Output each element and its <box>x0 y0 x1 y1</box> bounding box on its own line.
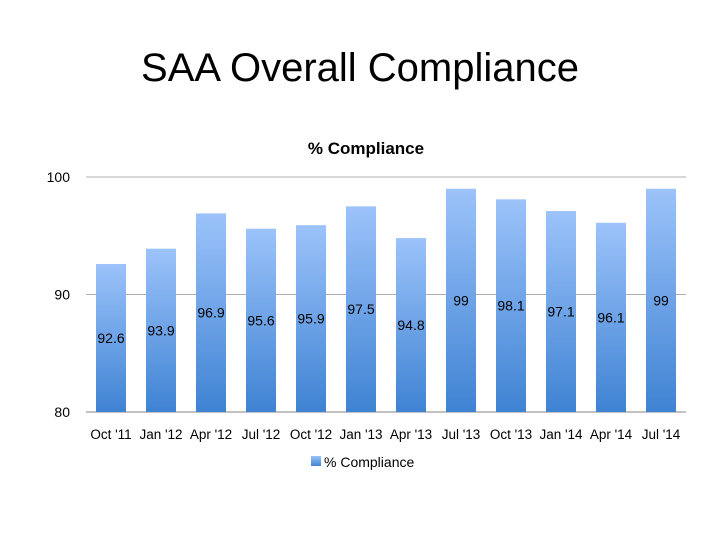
data-label: 96.9 <box>197 305 224 321</box>
slide-title: SAA Overall Compliance <box>141 46 579 90</box>
legend-label: % Compliance <box>324 454 414 470</box>
data-label: 99 <box>653 292 669 308</box>
x-tick-label: Jul '12 <box>242 427 281 442</box>
x-tick-label: Jan '13 <box>339 427 382 442</box>
x-tick-label: Apr '13 <box>390 427 432 442</box>
data-label: 97.5 <box>347 301 374 317</box>
bar <box>446 188 476 412</box>
data-label: 95.9 <box>297 311 324 327</box>
x-tick-label: Jan '14 <box>539 427 583 442</box>
bar <box>646 188 676 412</box>
x-tick-label: Oct '13 <box>490 427 532 442</box>
x-axis: Oct '11 Jan '12 Apr '12 Jul '12 Oct '12 Jan '… <box>90 427 680 442</box>
bar <box>296 225 326 412</box>
data-label: 92.6 <box>97 330 124 346</box>
data-label: 93.9 <box>147 322 174 338</box>
x-tick-label: Oct '11 <box>90 427 131 442</box>
x-tick-label: Apr '12 <box>190 427 232 442</box>
data-label: 99 <box>453 292 469 308</box>
bar <box>96 263 126 412</box>
x-tick-label: Jul '13 <box>442 427 481 442</box>
bar <box>346 206 376 412</box>
x-tick-label: Jul '14 <box>642 427 681 442</box>
legend: % Compliance <box>311 454 414 470</box>
gridlines <box>86 176 686 413</box>
bar <box>146 248 176 412</box>
chart-title: % Compliance <box>308 139 424 158</box>
x-tick-label: Oct '12 <box>290 427 332 442</box>
bar <box>596 222 626 412</box>
data-label: 98.1 <box>497 298 524 314</box>
bar <box>546 211 576 412</box>
bar <box>496 199 526 412</box>
x-tick-label: Jan '12 <box>139 427 182 442</box>
bars: 92.6 93.9 96.9 95.6 95.9 97.5 94.8 99 98.1 97.1 96… <box>96 188 676 412</box>
y-tick-label: 80 <box>54 404 70 420</box>
bar <box>196 213 226 412</box>
bar <box>396 238 426 412</box>
x-tick-label: Apr '14 <box>590 427 633 442</box>
data-label: 94.8 <box>397 317 424 333</box>
data-label: 97.1 <box>547 304 574 320</box>
y-tick-label: 90 <box>54 287 70 303</box>
legend-swatch <box>311 456 321 466</box>
bar <box>246 228 276 412</box>
y-axis: 80 90 100 <box>47 169 71 420</box>
y-tick-label: 100 <box>47 169 71 185</box>
data-label: 95.6 <box>247 312 274 328</box>
data-label: 96.1 <box>597 309 624 325</box>
